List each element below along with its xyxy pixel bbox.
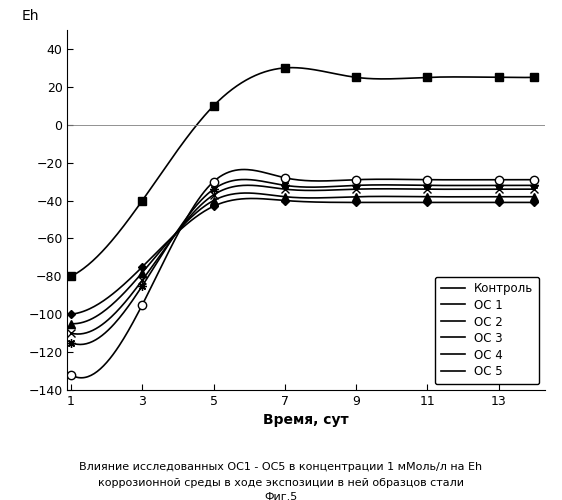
Контроль [353,74,360,80]
ОС 2 [69,320,76,326]
ОС 1 [531,200,538,205]
ОС 1 [249,196,256,202]
ОС 5 [347,177,353,183]
ОС 3 [531,186,538,192]
Контроль [69,272,76,278]
Text: коррозионной среды в ходе экспозиции в ней образцов стали: коррозионной среды в ходе экспозиции в н… [98,478,464,488]
Line: ОС 4: ОС 4 [71,180,534,344]
ОС 1 [353,200,360,205]
ОС 2 [461,194,468,200]
Контроль [343,73,350,79]
ОС 4 [531,182,538,188]
Контроль [531,74,538,80]
Text: Влияние исследованных ОС1 - ОС5 в концентрации 1 мМоль/л на Eh: Влияние исследованных ОС1 - ОС5 в концен… [79,462,483,472]
Line: ОС 5: ОС 5 [71,170,534,378]
X-axis label: Время, сут: Время, сут [264,414,349,428]
ОС 3 [345,186,352,192]
ОС 3 [491,186,497,192]
ОС 4 [67,340,74,345]
Text: Eh: Eh [22,9,39,23]
ОС 3 [74,331,80,337]
ОС 5 [79,375,85,381]
ОС 4 [355,182,361,188]
ОС 4 [69,340,76,346]
ОС 4 [77,342,84,347]
ОС 3 [355,186,361,192]
ОС 5 [69,372,76,378]
Контроль [288,64,294,70]
ОС 3 [244,182,251,188]
ОС 5 [241,166,248,172]
ОС 5 [531,176,538,182]
ОС 3 [67,330,74,336]
ОС 5 [67,372,74,378]
Контроль [460,74,466,80]
ОС 1 [343,200,350,205]
ОС 1 [460,200,466,205]
ОС 4 [491,182,497,188]
ОС 1 [490,200,496,205]
ОС 4 [461,182,468,188]
ОС 2 [243,190,250,196]
ОС 2 [67,320,74,326]
Line: ОС 2: ОС 2 [71,193,534,324]
Контроль [345,73,352,79]
Контроль [490,74,496,80]
ОС 1 [345,200,352,205]
ОС 3 [69,330,76,336]
Line: ОС 3: ОС 3 [71,186,534,334]
ОС 5 [355,176,361,182]
ОС 2 [355,194,361,200]
ОС 2 [491,194,497,200]
ОС 2 [71,320,78,326]
ОС 1 [67,311,74,317]
Line: ОС 1: ОС 1 [71,198,534,314]
ОС 4 [345,182,352,188]
ОС 4 [347,182,353,188]
ОС 2 [347,194,353,200]
ОС 4 [241,176,248,182]
ОС 3 [461,186,468,192]
ОС 5 [491,176,497,182]
ОС 5 [345,177,352,183]
ОС 5 [461,177,468,183]
ОС 1 [69,311,76,317]
Line: Контроль: Контроль [71,68,534,276]
Text: Фиг.5: Фиг.5 [264,492,298,500]
ОС 2 [531,194,538,200]
ОС 2 [345,194,352,200]
Контроль [67,274,74,280]
ОС 3 [347,186,353,192]
Legend: Контроль, ОС 1, ОС 2, ОС 3, ОС 4, ОС 5: Контроль, ОС 1, ОС 2, ОС 3, ОС 4, ОС 5 [435,276,539,384]
